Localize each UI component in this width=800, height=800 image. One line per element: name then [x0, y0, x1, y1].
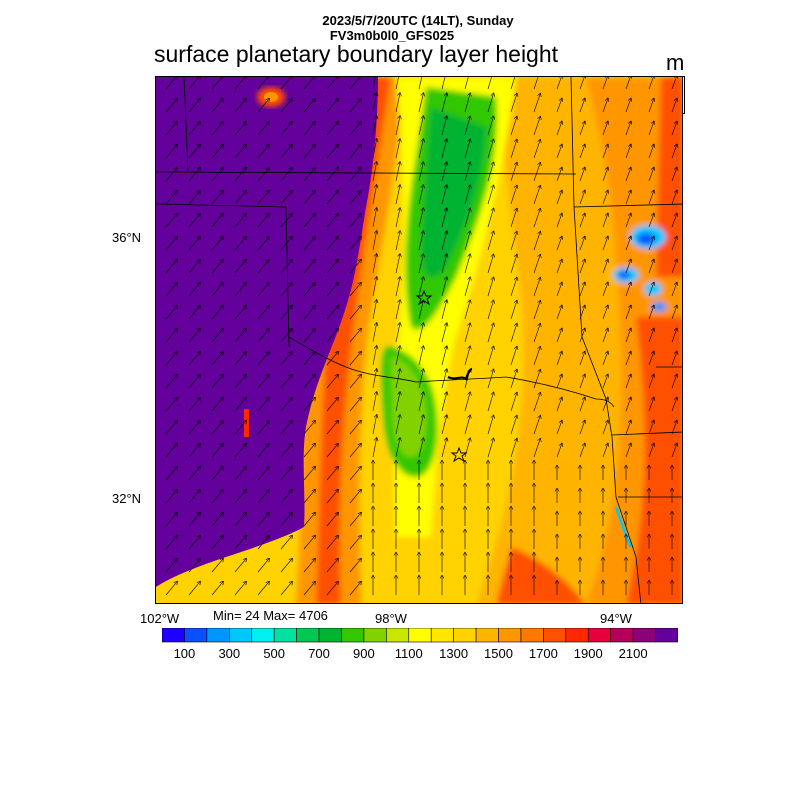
state-boundaries	[156, 77, 682, 603]
colorbar-swatch	[475, 628, 499, 643]
colorbar-label: 1900	[573, 646, 603, 661]
colorbar-swatch	[206, 628, 230, 643]
colorbar-swatch	[610, 628, 634, 643]
wind-vectors	[165, 77, 679, 596]
lat-label-36: 36°N	[112, 230, 142, 245]
lon-label-98: 98°W	[375, 611, 407, 626]
colorbar-swatch	[587, 628, 611, 643]
station-star-1	[415, 289, 433, 306]
colorbar-swatch	[162, 628, 185, 643]
colorbar-swatch	[565, 628, 589, 643]
colorbar-swatch	[408, 628, 432, 643]
colorbar-swatch	[655, 628, 678, 643]
colorbar-swatch	[430, 628, 454, 643]
colorbar-swatch	[341, 628, 365, 643]
lon-label-94: 94°W	[600, 611, 632, 626]
colorbar-label: 1100	[394, 646, 423, 661]
colorbar-label: 1700	[528, 646, 558, 661]
colorbar-label: 1500	[484, 646, 513, 661]
colorbar-label: 700	[308, 646, 330, 661]
colorbar-swatch	[498, 628, 522, 643]
colorbar-swatch	[318, 628, 342, 643]
colorbar-swatch	[363, 628, 387, 643]
colorbar-label: 2100	[618, 646, 648, 661]
colorbar-label: 300	[218, 646, 241, 661]
min-max-stats: Min= 24 Max= 4706	[213, 608, 328, 623]
units-label: m	[666, 50, 685, 75]
colorbar-swatch	[520, 628, 544, 643]
colorbar-label: 1300	[439, 646, 469, 661]
colorbar-swatch	[453, 628, 477, 643]
model-run-header: FV3m0b0l0_GFS025	[329, 28, 455, 43]
lon-label-102: 102°W	[140, 611, 180, 626]
station-star-2	[450, 446, 468, 463]
pblh-field	[156, 77, 682, 603]
colorbar-swatch	[386, 628, 410, 643]
colorbar-swatch	[273, 628, 297, 643]
colorbar-swatch	[543, 628, 567, 643]
valid-time-header: 2023/5/7/20UTC (14LT), Sunday	[322, 13, 514, 28]
colorbar-swatch	[184, 628, 208, 643]
colorbar	[162, 628, 678, 643]
colorbar-swatch	[296, 628, 320, 643]
colorbar-swatch	[251, 628, 275, 643]
lat-label-32: 32°N	[112, 491, 142, 506]
colorbar-label: 900	[353, 646, 375, 661]
map-title: surface planetary boundary layer height	[154, 41, 559, 67]
colorbar-swatch	[229, 628, 253, 643]
map-panel	[155, 76, 683, 604]
colorbar-swatch	[632, 628, 656, 643]
colorbar-label: 500	[263, 646, 286, 661]
colorbar-label: 100	[173, 646, 196, 661]
